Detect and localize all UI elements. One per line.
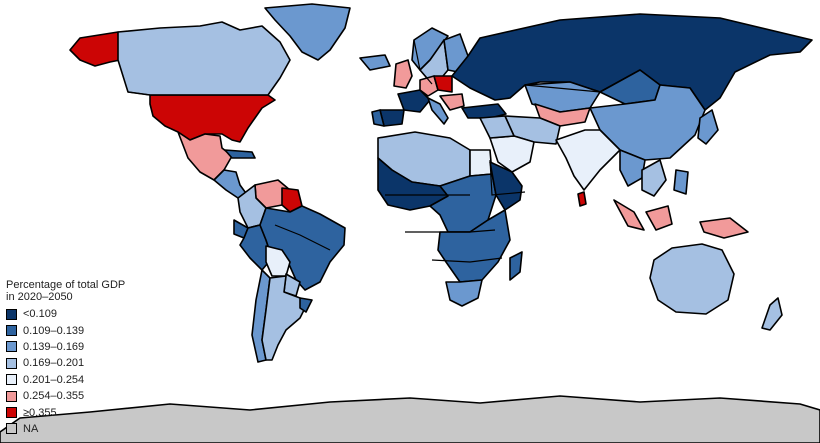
region-germany bbox=[419, 75, 439, 97]
region-cuba bbox=[224, 149, 256, 159]
legend-item: 0.254–0.355 bbox=[6, 388, 176, 404]
legend-item: ≥0.355 bbox=[6, 404, 176, 420]
legend-label: 0.109–0.139 bbox=[23, 324, 85, 337]
region-australia bbox=[649, 243, 735, 315]
region-uruguay bbox=[299, 297, 313, 313]
region-antarctica bbox=[0, 395, 820, 443]
region-poland bbox=[433, 75, 453, 93]
legend-item: 0.201–0.254 bbox=[6, 372, 176, 388]
legend-swatch bbox=[6, 374, 17, 386]
region-southern-africa bbox=[437, 209, 511, 283]
border-layer bbox=[127, 39, 641, 263]
legend-swatch bbox=[6, 325, 17, 337]
legend-swatch bbox=[6, 308, 17, 320]
central-africa-border bbox=[405, 229, 496, 233]
region-greenland bbox=[264, 3, 351, 61]
legend-label: 0.254–0.355 bbox=[23, 390, 85, 403]
legend-item: <0.109 bbox=[6, 306, 176, 322]
legend-swatch bbox=[6, 341, 17, 353]
region-new-guinea bbox=[699, 217, 749, 239]
legend-swatch bbox=[6, 423, 17, 435]
region-japan bbox=[697, 109, 719, 145]
region-balkans bbox=[439, 93, 465, 111]
region-philippines bbox=[673, 169, 689, 195]
region-sri-lanka bbox=[577, 191, 587, 207]
region-portugal bbox=[371, 109, 385, 127]
legend-label: ≥0.355 bbox=[23, 406, 57, 419]
sweden-finland-border bbox=[443, 39, 449, 71]
region-myanmar bbox=[619, 149, 646, 187]
legend-swatch bbox=[6, 407, 17, 419]
region-middle-east bbox=[479, 115, 515, 139]
legend-title-line-1: Percentage of total GDP bbox=[6, 279, 126, 291]
region-sumatra bbox=[613, 199, 645, 231]
legend-label: 0.169–0.201 bbox=[23, 357, 85, 370]
brazil-west-border bbox=[274, 224, 331, 251]
region-iceland bbox=[359, 54, 391, 71]
region-central-america bbox=[213, 169, 249, 199]
region-canada bbox=[117, 21, 291, 96]
region-madagascar bbox=[509, 251, 523, 281]
region-south-africa bbox=[445, 279, 483, 307]
region-borneo bbox=[645, 205, 673, 231]
country-layer bbox=[0, 3, 820, 443]
region-alaska bbox=[69, 31, 121, 67]
legend-item: 0.109–0.139 bbox=[6, 322, 176, 338]
legend-item: 0.139–0.169 bbox=[6, 339, 176, 355]
region-united-states bbox=[149, 94, 276, 143]
legend-label: <0.109 bbox=[23, 308, 57, 321]
region-india bbox=[555, 129, 621, 191]
region-egypt bbox=[469, 149, 493, 177]
legend-swatch bbox=[6, 390, 17, 402]
region-france bbox=[397, 89, 431, 113]
us-canada-border bbox=[127, 91, 268, 96]
legend: Percentage of total GDP in 2020–2050 <0.… bbox=[6, 279, 176, 437]
norway-sweden-border bbox=[413, 39, 433, 85]
region-italy bbox=[427, 97, 449, 125]
legend-item: 0.169–0.201 bbox=[6, 355, 176, 371]
legend-label: 0.139–0.169 bbox=[23, 340, 85, 353]
legend-label: NA bbox=[23, 422, 39, 435]
sudan-ethiopia-border bbox=[489, 159, 526, 196]
region-argentina bbox=[261, 275, 307, 361]
southern-africa-border bbox=[431, 257, 503, 263]
region-new-zealand bbox=[761, 297, 783, 331]
legend-label: 0.201–0.254 bbox=[23, 373, 85, 386]
legend-swatch bbox=[6, 357, 17, 369]
legend-item: NA bbox=[6, 421, 176, 437]
region-southeast-asia bbox=[641, 159, 667, 197]
russia-south-border bbox=[524, 69, 641, 93]
region-united-kingdom bbox=[393, 59, 413, 89]
legend-title-line-2: in 2020–2050 bbox=[6, 291, 73, 303]
